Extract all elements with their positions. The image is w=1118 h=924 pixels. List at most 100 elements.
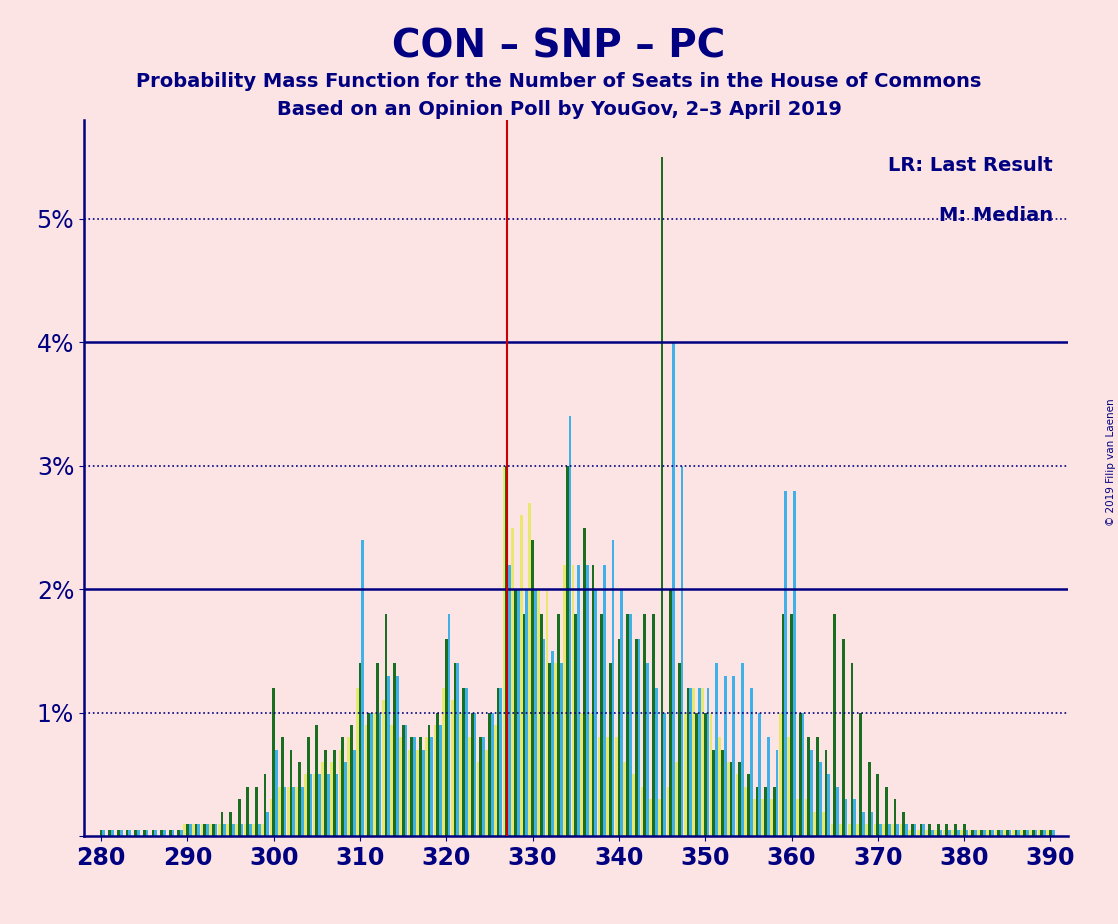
Bar [968, 830, 972, 836]
Bar [549, 663, 551, 836]
Bar [416, 749, 419, 836]
Bar [781, 614, 784, 836]
Bar [368, 712, 370, 836]
Bar [1041, 830, 1043, 836]
Bar [972, 830, 974, 836]
Bar [508, 565, 511, 836]
Bar [698, 688, 701, 836]
Bar [626, 614, 629, 836]
Bar [335, 774, 339, 836]
Bar [468, 737, 471, 836]
Bar [299, 762, 301, 836]
Bar [198, 824, 200, 836]
Bar [946, 824, 948, 836]
Bar [511, 528, 514, 836]
Bar [937, 824, 939, 836]
Bar [319, 774, 321, 836]
Bar [138, 830, 140, 836]
Bar [482, 737, 485, 836]
Bar [390, 725, 394, 836]
Bar [381, 700, 385, 836]
Bar [480, 737, 482, 836]
Bar [1029, 830, 1032, 836]
Bar [650, 799, 652, 836]
Bar [813, 811, 816, 836]
Bar [966, 830, 968, 836]
Bar [474, 712, 476, 836]
Bar [171, 830, 174, 836]
Bar [169, 830, 171, 836]
Bar [215, 824, 217, 836]
Bar [974, 830, 977, 836]
Bar [235, 824, 238, 836]
Bar [231, 824, 235, 836]
Bar [681, 466, 683, 836]
Bar [911, 824, 913, 836]
Bar [1046, 830, 1049, 836]
Bar [212, 824, 215, 836]
Bar [546, 590, 549, 836]
Bar [891, 824, 893, 836]
Bar [189, 824, 191, 836]
Bar [209, 824, 212, 836]
Bar [723, 675, 727, 836]
Bar [344, 762, 347, 836]
Bar [773, 787, 776, 836]
Bar [287, 787, 290, 836]
Bar [888, 824, 891, 836]
Bar [931, 830, 934, 836]
Bar [644, 614, 646, 836]
Bar [939, 830, 942, 836]
Bar [632, 774, 635, 836]
Bar [629, 614, 632, 836]
Bar [476, 762, 480, 836]
Bar [281, 737, 284, 836]
Bar [266, 811, 269, 836]
Bar [825, 749, 827, 836]
Bar [646, 663, 648, 836]
Bar [566, 466, 569, 836]
Bar [290, 749, 292, 836]
Bar [195, 824, 198, 836]
Bar [745, 787, 747, 836]
Bar [100, 830, 103, 836]
Bar [954, 824, 957, 836]
Bar [359, 663, 361, 836]
Bar [456, 663, 459, 836]
Bar [295, 787, 299, 836]
Bar [326, 774, 330, 836]
Bar [779, 712, 781, 836]
Bar [597, 737, 600, 836]
Bar [913, 824, 917, 836]
Bar [922, 824, 925, 836]
Bar [206, 824, 209, 836]
Bar [917, 830, 920, 836]
Bar [732, 675, 736, 836]
Bar [129, 830, 131, 836]
Bar [542, 638, 546, 836]
Bar [517, 590, 520, 836]
Bar [719, 737, 721, 836]
Bar [246, 787, 249, 836]
Bar [108, 830, 111, 836]
Bar [652, 614, 655, 836]
Bar [818, 762, 822, 836]
Bar [134, 830, 138, 836]
Bar [661, 157, 663, 836]
Bar [224, 824, 226, 836]
Bar [758, 712, 761, 836]
Bar [514, 590, 517, 836]
Bar [324, 749, 326, 836]
Bar [609, 663, 612, 836]
Bar [103, 830, 105, 836]
Bar [908, 830, 911, 836]
Bar [306, 737, 310, 836]
Bar [767, 737, 770, 836]
Bar [494, 725, 496, 836]
Bar [690, 688, 692, 836]
Text: CON – SNP – PC: CON – SNP – PC [392, 28, 726, 66]
Bar [663, 712, 666, 836]
Bar [1008, 830, 1012, 836]
Bar [551, 651, 555, 836]
Bar [356, 688, 359, 836]
